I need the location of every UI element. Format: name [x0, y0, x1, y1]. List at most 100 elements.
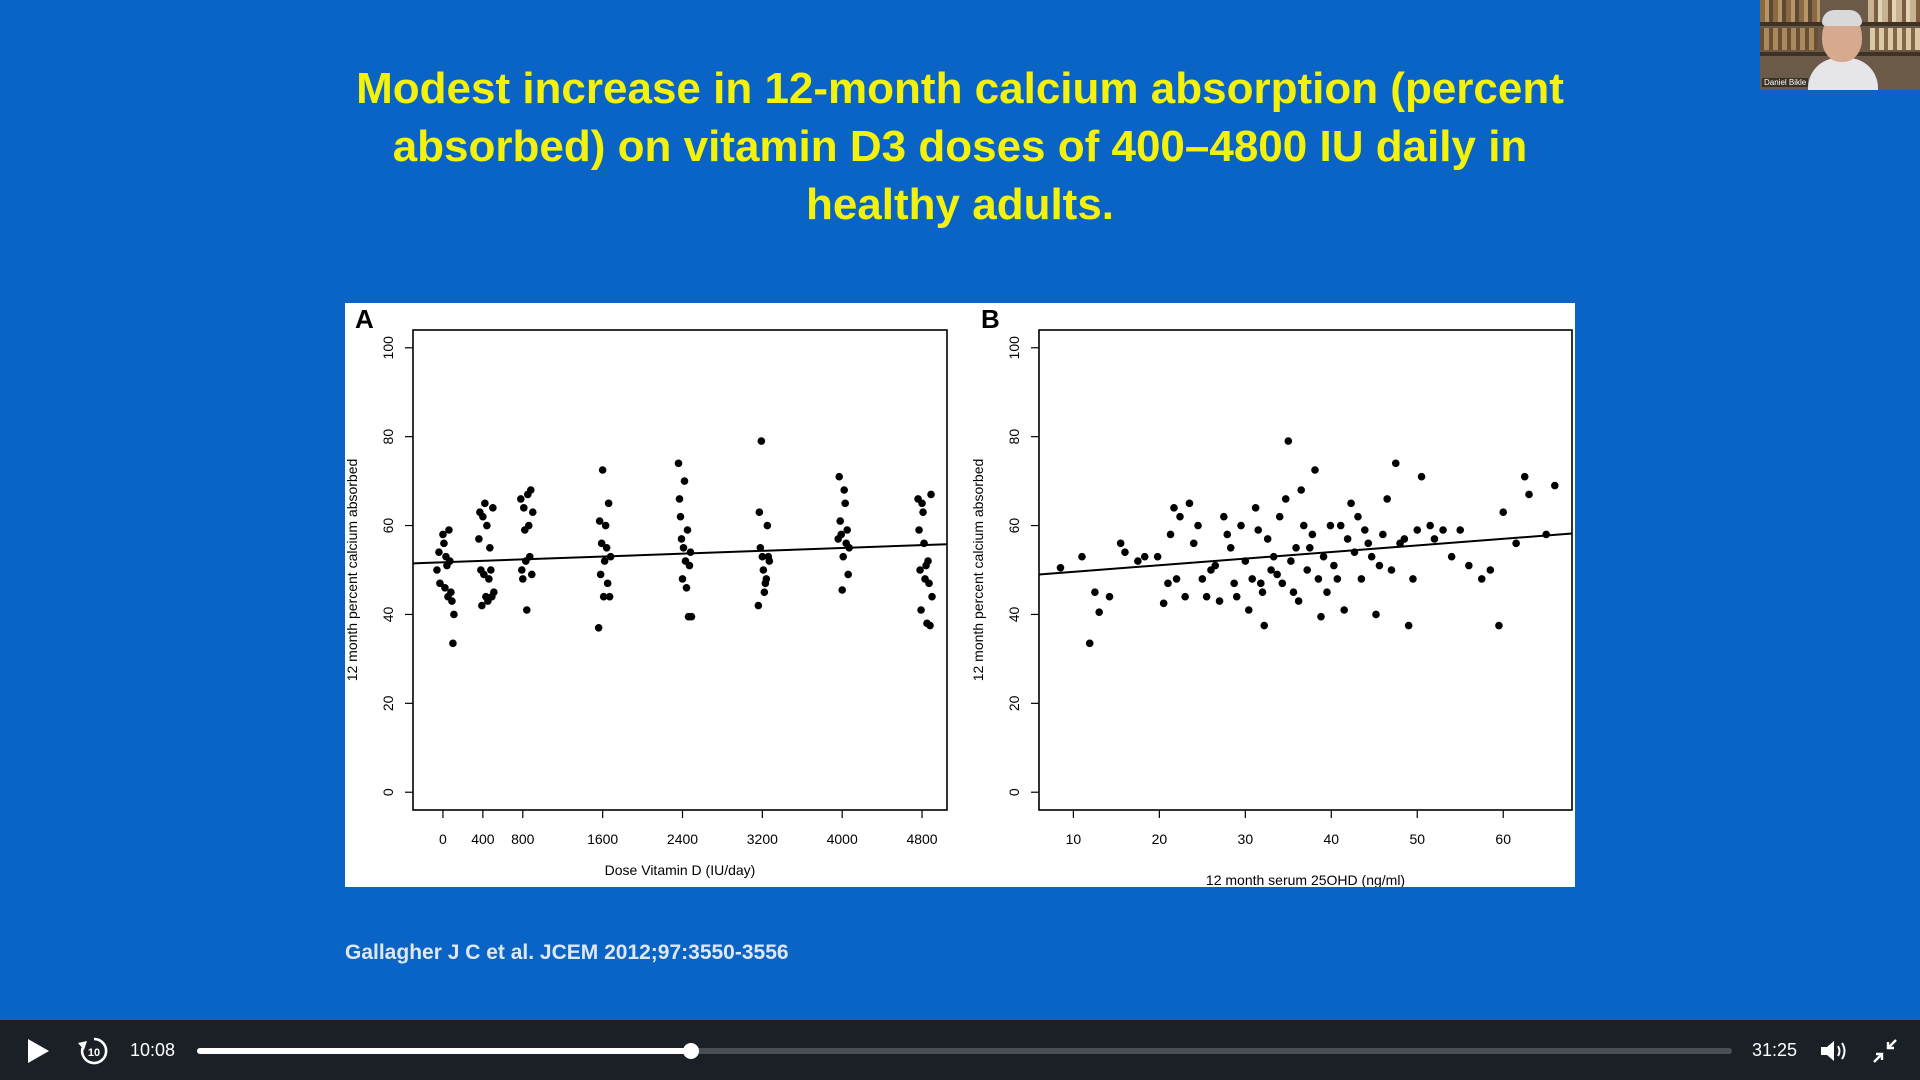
data-point	[836, 517, 844, 525]
data-point	[445, 526, 453, 534]
data-point	[489, 503, 497, 512]
video-controls: 10 10:08 31:25	[0, 1020, 1920, 1080]
data-point	[917, 606, 925, 614]
data-point	[522, 606, 531, 614]
data-point	[1244, 606, 1253, 614]
data-point	[1447, 552, 1456, 561]
exit-fullscreen-button[interactable]	[1870, 1036, 1900, 1066]
data-point	[519, 503, 528, 512]
data-point	[1254, 526, 1263, 534]
data-point	[486, 543, 494, 552]
data-point	[1297, 486, 1306, 494]
data-point	[598, 466, 607, 474]
data-point	[1333, 575, 1342, 583]
data-point	[1477, 575, 1486, 583]
x-tick-label: 30	[1238, 831, 1254, 847]
data-point	[1226, 543, 1235, 552]
data-point	[1426, 521, 1434, 530]
play-button[interactable]	[22, 1036, 52, 1066]
volume-icon	[1821, 1041, 1846, 1061]
person-hair	[1822, 10, 1862, 26]
volume-button[interactable]	[1818, 1036, 1850, 1066]
y-tick-label: 60	[380, 518, 396, 534]
data-point	[441, 583, 449, 592]
data-point	[1323, 588, 1331, 597]
data-point	[680, 477, 689, 485]
data-point	[1248, 575, 1256, 583]
y-tick-label: 100	[380, 336, 396, 360]
regression-line	[412, 543, 948, 565]
x-tick-label: 20	[1152, 831, 1168, 847]
y-tick-label: 40	[1006, 606, 1022, 622]
data-point	[1198, 575, 1207, 583]
x-tick-label: 0	[439, 831, 447, 847]
data-point	[480, 570, 488, 579]
data-point	[1056, 563, 1065, 572]
data-point	[676, 512, 685, 521]
data-point	[449, 639, 457, 648]
data-point	[927, 490, 935, 499]
data-point	[1361, 526, 1369, 534]
data-point	[594, 623, 603, 632]
data-point	[1181, 592, 1189, 601]
data-point	[475, 535, 483, 543]
data-point	[436, 579, 444, 588]
data-point	[447, 588, 455, 597]
data-point	[605, 592, 614, 601]
x-tick-label: 4000	[827, 831, 858, 847]
data-point	[1512, 539, 1520, 548]
data-point	[1256, 579, 1265, 588]
data-point	[1499, 508, 1508, 517]
data-point	[755, 508, 764, 517]
data-point	[1404, 621, 1413, 630]
title-line: Modest increase in 12-month calcium abso…	[356, 64, 1564, 113]
data-point	[435, 548, 443, 557]
data-point	[1292, 543, 1300, 552]
data-point	[450, 610, 458, 619]
data-point	[835, 472, 844, 481]
data-point	[1375, 561, 1384, 570]
data-point	[687, 612, 696, 621]
data-point	[1542, 530, 1551, 539]
data-point	[1230, 579, 1238, 588]
data-point	[1299, 521, 1308, 530]
data-point	[759, 566, 768, 574]
data-point	[518, 575, 527, 583]
x-tick-label: 800	[511, 831, 535, 847]
x-tick-label: 1600	[587, 831, 618, 847]
progress-fill	[197, 1048, 692, 1054]
data-point	[925, 579, 933, 588]
books	[1760, 0, 1820, 22]
data-point	[1326, 521, 1335, 530]
data-point	[1372, 610, 1380, 619]
y-tick-label: 80	[1006, 429, 1022, 445]
data-point	[1251, 503, 1260, 512]
data-point	[1202, 592, 1211, 601]
progress-scrubber[interactable]	[683, 1043, 700, 1059]
data-point	[1116, 539, 1125, 548]
y-tick-label: 20	[1006, 695, 1022, 711]
data-point	[1409, 575, 1417, 583]
data-point	[926, 621, 934, 630]
data-point	[595, 517, 604, 525]
x-tick-label: 60	[1495, 831, 1511, 847]
data-point	[1223, 530, 1232, 539]
data-point	[754, 601, 763, 610]
data-point	[760, 588, 769, 597]
svg-text:10: 10	[88, 1047, 100, 1059]
slide-title: Modest increase in 12-month calcium abso…	[240, 60, 1680, 234]
data-point	[1430, 535, 1439, 543]
data-point	[446, 557, 454, 565]
citation: Gallagher J C et al. JCEM 2012;97:3550-3…	[345, 941, 789, 964]
data-point	[1275, 512, 1284, 521]
progress-bar[interactable]	[197, 1043, 1732, 1059]
data-point	[478, 601, 486, 610]
y-tick-label: 60	[1006, 518, 1022, 534]
y-axis-label: 12 month percent calcium absorbed	[970, 459, 986, 682]
panel-label: B	[981, 304, 1000, 334]
rewind-10-button[interactable]: 10	[76, 1033, 112, 1069]
data-point	[762, 575, 771, 583]
x-tick-label: 10	[1066, 831, 1082, 847]
webcam-thumbnail[interactable]: Daniel Bikle	[1760, 0, 1920, 90]
data-point	[916, 566, 924, 574]
